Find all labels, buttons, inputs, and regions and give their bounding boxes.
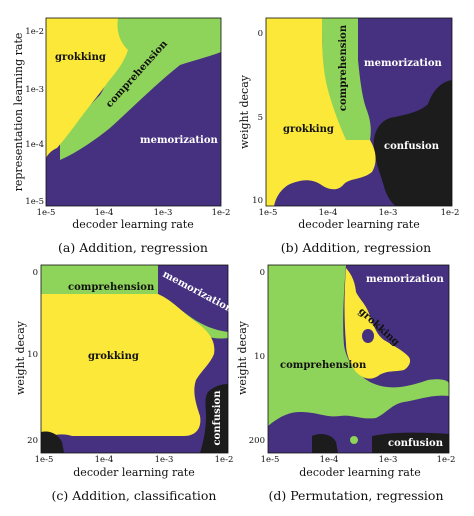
panel-c-xtick-2: 1e-3	[155, 455, 174, 465]
panel-d-ytick-0: 0	[260, 268, 265, 278]
panel-a-xlabel: decoder learning rate	[72, 218, 193, 231]
panel-a-ytick-3: 1e-5	[25, 197, 44, 207]
panel-a-ylabel: representation learning rate	[12, 33, 25, 192]
panel-c-xtick-0: 1e-5	[35, 455, 54, 465]
panel-b-ytick-2: 10	[252, 196, 263, 206]
panel-c-label-confusion: confusion	[212, 390, 223, 446]
panel-a-label-memorization: memorization	[140, 135, 219, 146]
panel-b-ylabel: weight decay	[238, 74, 251, 149]
panel-b-xtick-2: 1e-3	[379, 208, 398, 218]
panel-d-ylabel: weight decay	[236, 320, 249, 395]
panel-a-xtick-2: 1e-3	[154, 208, 173, 218]
panel-b-label-memorization: memorization	[364, 58, 443, 69]
panel-c-confusion-corner	[41, 431, 64, 453]
panel-d-label-confusion: confusion	[388, 438, 444, 449]
panel-d-grokking-region	[344, 268, 411, 379]
panel-b-xlabel: decoder learning rate	[298, 218, 419, 231]
panel-b-ytick-0: 0	[258, 29, 263, 39]
panel-d-caption: (d) Permutation, regression	[268, 488, 443, 503]
panel-a-label-grokking: grokking	[55, 52, 106, 63]
panel-d-xtick-2: 1e-3	[379, 455, 398, 465]
panel-b-frame	[265, 17, 453, 207]
panel-a-xtick-3: 1e-2	[212, 208, 231, 218]
panel-b-xtick-3: 1e-2	[441, 208, 460, 218]
panel-a-xtick-1: 1e-4	[95, 208, 114, 218]
panel-b-ytick-1: 5	[258, 113, 263, 123]
panel-a-frame	[45, 17, 222, 207]
panel-b: grokking comprehension memorization conf…	[238, 17, 460, 255]
panel-c-xlabel: decoder learning rate	[73, 466, 194, 479]
panel-c-confusion-region	[200, 384, 228, 453]
panel-b-caption: (b) Addition, regression	[281, 240, 431, 255]
panel-c-label-grokking: grokking	[88, 351, 139, 362]
panel-d-ytick-1: 10	[254, 352, 265, 362]
panel-b-label-comprehension: comprehension	[338, 24, 349, 111]
panel-c-xtick-3: 1e-2	[215, 455, 234, 465]
panel-d-ytick-2: 200	[249, 436, 265, 446]
panel-d-label-memorization: memorization	[366, 274, 445, 285]
panel-d-frame	[267, 264, 450, 454]
panel-d-xtick-3: 1e-2	[437, 455, 456, 465]
panel-d-confusion-region	[372, 432, 449, 453]
panel-b-xtick-0: 1e-5	[259, 208, 278, 218]
panel-c-ytick-1: 10	[27, 350, 38, 360]
panel-d: memorization grokking comprehension conf…	[236, 264, 456, 503]
panel-d-comprehension-dot	[350, 436, 358, 444]
panel-c-caption: (c) Addition, classification	[52, 488, 217, 503]
panel-b-label-confusion: confusion	[384, 141, 440, 152]
panel-b-grokking-region	[266, 18, 376, 206]
panel-c-ytick-0: 0	[33, 268, 38, 278]
panel-c-frame	[40, 264, 229, 454]
panel-d-label-comprehension: comprehension	[280, 360, 367, 371]
panel-d-xtick-0: 1e-5	[261, 455, 280, 465]
panel-a-xtick-0: 1e-5	[37, 208, 56, 218]
panel-a: grokking comprehension memorization 1e-5…	[12, 17, 231, 255]
panel-b-confusion-region	[373, 80, 452, 206]
panel-a-caption: (a) Addition, regression	[58, 240, 208, 255]
panel-c-ytick-2: 20	[27, 436, 38, 446]
panel-b-label-grokking: grokking	[283, 124, 334, 135]
panel-a-ytick-2: 1e-4	[25, 140, 44, 150]
panel-c-ylabel: weight decay	[14, 320, 27, 395]
panel-b-xtick-1: 1e-4	[319, 208, 338, 218]
panel-d-xlabel: decoder learning rate	[299, 466, 420, 479]
panel-c: comprehension memorization grokking conf…	[14, 264, 235, 503]
panel-d-xtick-1: 1e-4	[320, 455, 339, 465]
panel-a-comprehension-region	[60, 18, 221, 160]
panel-c-label-comprehension: comprehension	[68, 282, 155, 293]
panel-d-confusion-blob	[312, 434, 338, 453]
panel-d-grokking-hole	[362, 329, 374, 343]
panel-a-ytick-1: 1e-3	[25, 85, 44, 95]
panel-d-comprehension-region	[268, 265, 449, 426]
panel-a-ytick-0: 1e-2	[25, 27, 44, 37]
panel-c-xtick-1: 1e-4	[95, 455, 114, 465]
panel-c-grokking-region	[41, 294, 215, 440]
panel-a-grokking-region	[46, 18, 128, 158]
